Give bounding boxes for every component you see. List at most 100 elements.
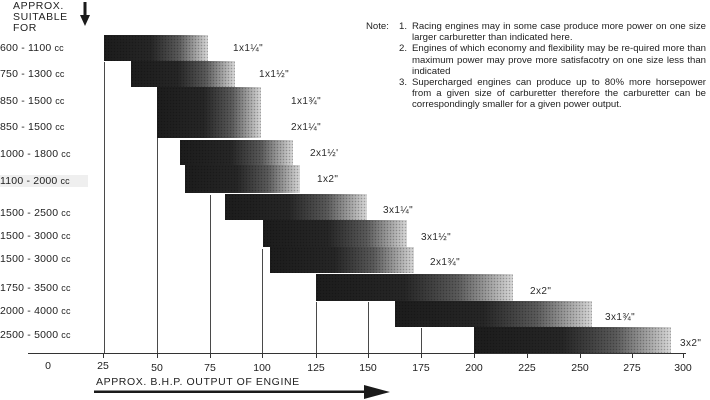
- note-item: 3. Supercharged engines can produce up to…: [399, 77, 706, 111]
- x-tick-label: 75: [204, 362, 216, 374]
- guide-line-25: [104, 62, 105, 353]
- y-axis-header: APPROX. SUITABLE FOR: [13, 1, 68, 34]
- note-number: 2.: [399, 43, 408, 55]
- guide-line-75: [210, 195, 211, 353]
- cc-range: 2500 - 5000: [0, 329, 59, 341]
- y-label-row-11: 2000 - 4000 cc: [0, 305, 92, 317]
- x-tick-label: 125: [307, 362, 325, 374]
- y-label-row-8: 1500 - 3000 cc: [0, 230, 92, 242]
- carb-label: 1x2": [317, 174, 339, 185]
- y-label-row-12: 2500 - 5000 cc: [0, 329, 92, 341]
- guide-line-125: [316, 302, 317, 353]
- x-tick-label: 100: [253, 362, 271, 374]
- bar-1x1-3-4-and-2x1-1-4: [157, 87, 261, 138]
- bar-2x1-1-2: [180, 140, 293, 165]
- carb-label: 1x1¼": [233, 43, 264, 54]
- cc-unit: cc: [60, 176, 70, 186]
- note-heading: Note:: [366, 21, 389, 32]
- carb-label: 1x1¾": [291, 96, 322, 107]
- notes-list: 1. Racing engines may in some case produc…: [366, 21, 706, 111]
- cc-range: 850 - 1500: [0, 95, 53, 107]
- down-arrow-icon: [80, 2, 90, 26]
- y-label-row-9: 1500 - 3000 cc: [0, 253, 92, 265]
- bar-2x2: [316, 274, 513, 301]
- x-tick: [103, 353, 104, 358]
- x-tick: [368, 353, 369, 358]
- carb-label: 3x1¼": [383, 205, 414, 216]
- y-label-row-2: 750 - 1300 cc: [0, 68, 92, 80]
- bar-1x2: [185, 165, 300, 193]
- x-tick-label: 250: [571, 362, 589, 374]
- y-label-row-7: 1500 - 2500 cc: [0, 207, 92, 219]
- cc-range: 750 - 1300: [0, 68, 53, 80]
- cc-unit: cc: [61, 254, 71, 264]
- carb-label: 2x1½': [310, 148, 339, 159]
- note-text: Supercharged engines can produce up to 8…: [412, 77, 706, 111]
- note-item: 1. Racing engines may in some case produc…: [399, 21, 706, 44]
- carb-label: 2x1¾": [430, 257, 461, 268]
- bar-3x2: [474, 327, 671, 354]
- bar-1x1-1-2: [131, 61, 235, 87]
- bar-2x1-3-4: [270, 247, 414, 273]
- carb-label: 3x1¾": [605, 312, 636, 323]
- carb-label: 2x2": [530, 286, 552, 297]
- cc-unit: cc: [55, 96, 65, 106]
- x-axis-line: [28, 353, 686, 354]
- carb-label: 2x1¼": [291, 122, 322, 133]
- y-label-row-6: 1100 - 2000 cc: [0, 175, 88, 187]
- cc-range: 1100 - 2000: [0, 175, 58, 187]
- cc-unit: cc: [55, 69, 65, 79]
- x-tick: [210, 353, 211, 358]
- y-label-row-3: 850 - 1500 cc: [0, 95, 92, 107]
- carb-label: 3x1½": [421, 232, 452, 243]
- right-arrow-icon: [94, 385, 390, 399]
- guide-line-100: [262, 249, 263, 353]
- x-tick-label: 50: [151, 362, 163, 374]
- guide-line-175: [421, 328, 422, 353]
- x-tick-label: 150: [359, 362, 377, 374]
- notes-block: Note: 1. Racing engines may in some case …: [366, 21, 706, 111]
- carb-label: 3x2": [680, 338, 702, 349]
- y-label-row-4: 850 - 1500 cc: [0, 121, 92, 133]
- cc-range: 850 - 1500: [0, 121, 53, 133]
- x-tick: [580, 353, 581, 358]
- cc-unit: cc: [61, 283, 71, 293]
- cc-range: 1500 - 2500: [0, 207, 59, 219]
- header-line-1: APPROX.: [13, 0, 64, 12]
- x-tick-label: 225: [518, 362, 536, 374]
- x-tick: [474, 353, 475, 358]
- x-tick-label: 25: [97, 360, 109, 372]
- x-tick: [683, 353, 684, 358]
- cc-range: 600 - 1100: [0, 42, 52, 54]
- cc-unit: cc: [55, 122, 65, 132]
- x-tick-label: 300: [674, 362, 692, 374]
- note-number: 3.: [399, 77, 408, 89]
- note-text: Racing engines may in some case produce …: [412, 21, 706, 44]
- x-axis-title: APPROX. B.H.P. OUTPUT OF ENGINE: [96, 376, 300, 388]
- bar-3x1-1-4: [225, 194, 367, 220]
- cc-unit: cc: [61, 330, 71, 340]
- x-tick: [262, 353, 263, 358]
- cc-range: 1750 - 3500: [0, 282, 59, 294]
- x-tick-label: 0: [45, 360, 51, 372]
- bar-3x1-1-2: [263, 220, 407, 247]
- x-tick: [421, 353, 422, 358]
- note-item: 2. Engines of which economy and flexibili…: [399, 43, 706, 77]
- header-line-2: SUITABLE: [13, 11, 68, 23]
- x-tick: [157, 353, 158, 358]
- y-label-row-10: 1750 - 3500 cc: [0, 282, 92, 294]
- cc-unit: cc: [54, 43, 64, 53]
- x-tick-label: 175: [412, 362, 430, 374]
- y-label-row-1: 600 - 1100 cc: [0, 42, 92, 54]
- guide-line-150: [368, 302, 369, 353]
- cc-range: 1000 - 1800: [0, 148, 59, 160]
- cc-range: 1500 - 3000: [0, 230, 59, 242]
- note-text: Engines of which economy and flexibility…: [412, 43, 706, 77]
- cc-unit: cc: [61, 208, 71, 218]
- cc-range: 1500 - 3000: [0, 253, 59, 265]
- cc-unit: cc: [61, 149, 71, 159]
- x-tick: [316, 353, 317, 358]
- x-tick: [527, 353, 528, 358]
- x-tick: [632, 353, 633, 358]
- cc-unit: cc: [61, 231, 71, 241]
